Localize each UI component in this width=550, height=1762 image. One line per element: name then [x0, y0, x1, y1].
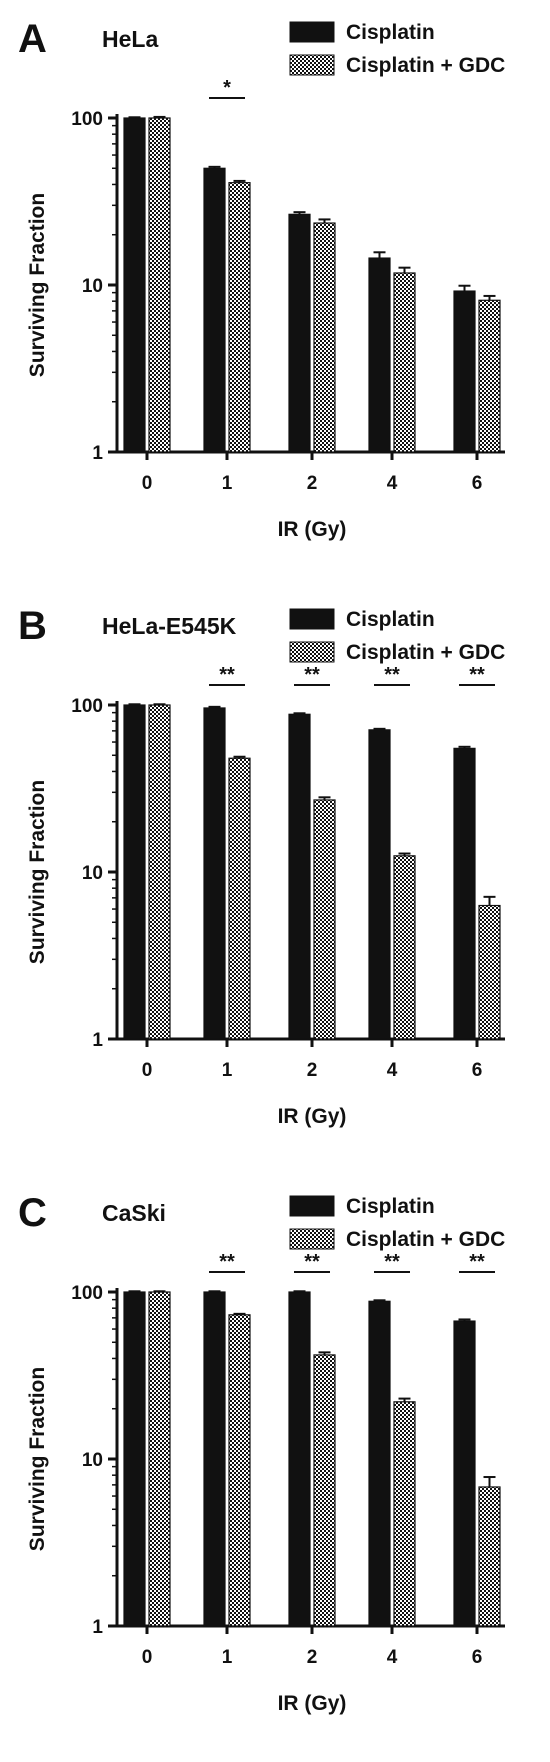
- bar-a-s0-c2: [288, 213, 311, 453]
- bar-a-s0-c4: [453, 290, 476, 453]
- x-tick-label-3: 4: [387, 1060, 398, 1081]
- legend-swatch-1: [289, 1228, 335, 1250]
- legend-swatch-1: [289, 54, 335, 76]
- legend-swatch-0: [289, 21, 335, 43]
- y-tick-label-2: 100: [71, 1283, 103, 1304]
- bar-b-s1-c0: [148, 704, 171, 1040]
- bar-b-s1-c4: [478, 904, 501, 1040]
- significance-label-3: **: [469, 1251, 485, 1273]
- bar-c-s0-c1: [203, 1291, 226, 1627]
- chart-title: HeLa-E545K: [102, 613, 237, 639]
- significance-label-1: **: [304, 1251, 320, 1273]
- significance-label-0: *: [223, 77, 231, 99]
- chart-title: HeLa: [102, 26, 158, 52]
- x-tick-label-0: 0: [142, 473, 153, 494]
- y-tick-label-2: 100: [71, 109, 103, 130]
- bar-c-s0-c3: [368, 1300, 391, 1627]
- legend-label-0: Cisplatin: [346, 1195, 435, 1218]
- y-axis-label: Surviving Fraction: [26, 1367, 49, 1551]
- bar-a-s1-c3: [393, 272, 416, 453]
- x-tick-label-2: 2: [307, 1647, 318, 1668]
- y-tick-label-1: 10: [82, 276, 103, 297]
- legend-swatch-0: [289, 1195, 335, 1217]
- x-tick-label-2: 2: [307, 473, 318, 494]
- x-axis-label: IR (Gy): [278, 1692, 347, 1715]
- x-tick-label-0: 0: [142, 1060, 153, 1081]
- panel-letter: C: [18, 1191, 47, 1235]
- legend-label-0: Cisplatin: [346, 21, 435, 44]
- x-tick-label-4: 6: [472, 473, 483, 494]
- bar-c-s0-c2: [288, 1291, 311, 1627]
- legend-label-1: Cisplatin + GDC: [346, 1228, 505, 1251]
- bar-a-s0-c0: [123, 117, 146, 453]
- bar-b-s1-c1: [228, 757, 251, 1040]
- bar-b-s0-c2: [288, 713, 311, 1040]
- significance-label-0: **: [219, 664, 235, 686]
- bar-b-s0-c1: [203, 707, 226, 1040]
- bar-a-s1-c1: [228, 182, 251, 453]
- bar-a-s0-c3: [368, 257, 391, 453]
- legend-label-0: Cisplatin: [346, 608, 435, 631]
- chart-title: CaSki: [102, 1200, 166, 1226]
- bar-a-s1-c4: [478, 299, 501, 453]
- legend-label-1: Cisplatin + GDC: [346, 641, 505, 664]
- x-axis-label: IR (Gy): [278, 1105, 347, 1128]
- bar-c-s1-c3: [393, 1401, 416, 1627]
- x-tick-label-3: 4: [387, 1647, 398, 1668]
- x-tick-label-1: 1: [222, 473, 233, 494]
- y-axis-label: Surviving Fraction: [26, 780, 49, 964]
- x-axis-label: IR (Gy): [278, 518, 347, 541]
- y-tick-label-0: 1: [92, 1617, 103, 1638]
- x-tick-label-1: 1: [222, 1647, 233, 1668]
- y-tick-label-0: 1: [92, 1030, 103, 1051]
- x-tick-label-1: 1: [222, 1060, 233, 1081]
- significance-label-3: **: [469, 664, 485, 686]
- bar-b-s0-c0: [123, 704, 146, 1040]
- significance-label-2: **: [384, 664, 400, 686]
- legend-label-1: Cisplatin + GDC: [346, 54, 505, 77]
- significance-label-2: **: [384, 1251, 400, 1273]
- bar-c-s0-c0: [123, 1291, 146, 1627]
- bar-c-s1-c2: [313, 1354, 336, 1627]
- bar-c-s1-c0: [148, 1291, 171, 1627]
- legend-swatch-0: [289, 608, 335, 630]
- y-tick-label-1: 10: [82, 863, 103, 884]
- bar-c-s0-c4: [453, 1320, 476, 1627]
- panel-letter: A: [18, 17, 47, 61]
- bar-c-s1-c4: [478, 1486, 501, 1627]
- y-tick-label-1: 10: [82, 1450, 103, 1471]
- bar-a-s1-c2: [313, 222, 336, 453]
- y-axis-label: Surviving Fraction: [26, 193, 49, 377]
- bar-b-s1-c3: [393, 855, 416, 1040]
- bar-a-s0-c1: [203, 167, 226, 453]
- legend-swatch-1: [289, 641, 335, 663]
- panel-letter: B: [18, 604, 47, 648]
- significance-label-1: **: [304, 664, 320, 686]
- x-tick-label-0: 0: [142, 1647, 153, 1668]
- bar-b-s1-c2: [313, 799, 336, 1040]
- bar-b-s0-c3: [368, 729, 391, 1040]
- bar-a-s1-c0: [148, 117, 171, 453]
- y-tick-label-2: 100: [71, 696, 103, 717]
- x-tick-label-4: 6: [472, 1647, 483, 1668]
- x-tick-label-4: 6: [472, 1060, 483, 1081]
- significance-label-0: **: [219, 1251, 235, 1273]
- y-tick-label-0: 1: [92, 443, 103, 464]
- bar-b-s0-c4: [453, 747, 476, 1040]
- x-tick-label-3: 4: [387, 473, 398, 494]
- x-tick-label-2: 2: [307, 1060, 318, 1081]
- bar-c-s1-c1: [228, 1314, 251, 1627]
